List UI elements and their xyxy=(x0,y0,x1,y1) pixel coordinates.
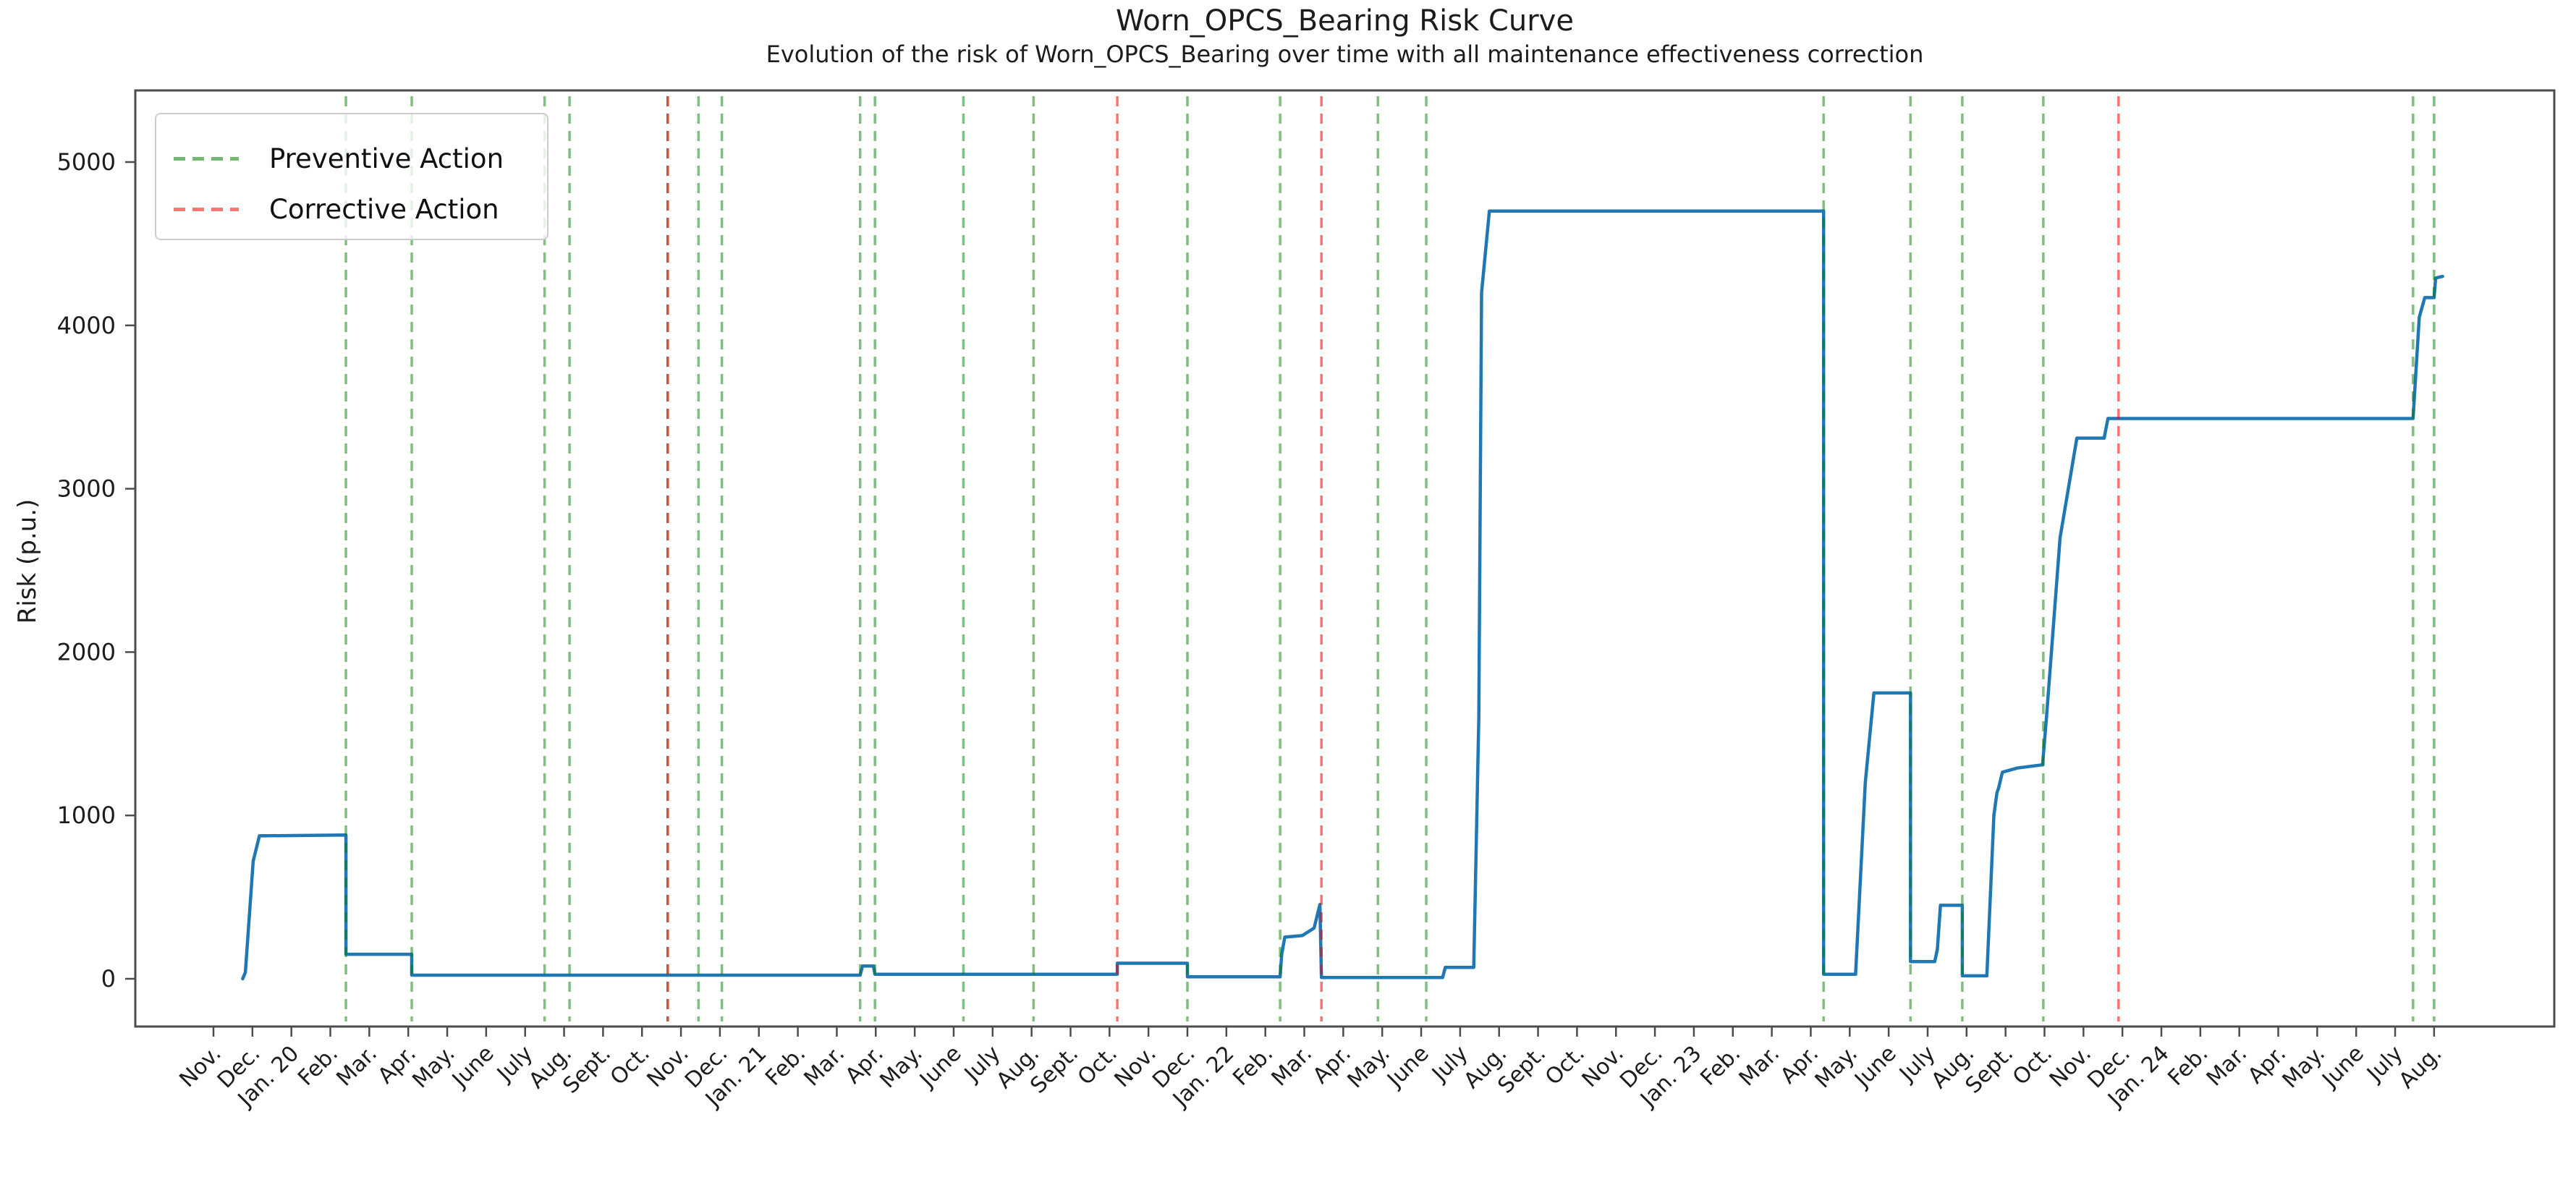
x-tick-label: June xyxy=(1849,1041,1901,1093)
y-tick-label: 2000 xyxy=(57,638,116,666)
y-tick-label: 0 xyxy=(101,965,116,993)
x-tick-label: Mar. xyxy=(1734,1041,1785,1092)
x-tick-label: Oct. xyxy=(2008,1041,2057,1090)
x-tick-label: May. xyxy=(1343,1041,1395,1093)
y-tick-label: 5000 xyxy=(57,148,116,176)
legend-entry-preventive: Preventive Action xyxy=(174,133,547,184)
x-tick-label: May. xyxy=(2278,1041,2330,1093)
x-tick-label: Feb. xyxy=(1695,1041,1745,1091)
x-tick-label: May. xyxy=(875,1041,927,1093)
x-tick-label: Feb. xyxy=(2163,1041,2213,1091)
x-tick-label: June xyxy=(2316,1041,2368,1093)
x-tick-label: Feb. xyxy=(760,1041,810,1091)
corrective-dash-icon xyxy=(174,207,239,211)
x-tick-label: Mar. xyxy=(2202,1041,2253,1092)
x-tick-label: Aug. xyxy=(2394,1041,2447,1094)
preventive-dash-icon xyxy=(174,156,239,161)
legend-entry-corrective: Corrective Action xyxy=(174,184,547,234)
y-tick-label: 4000 xyxy=(57,312,116,339)
x-tick-label: Oct. xyxy=(1073,1041,1122,1090)
x-tick-label: Nov. xyxy=(2045,1041,2096,1092)
x-tick-label: Feb. xyxy=(293,1041,343,1091)
x-tick-label: May. xyxy=(407,1041,459,1093)
y-tick-label: 3000 xyxy=(57,475,116,503)
x-tick-label: June xyxy=(446,1041,499,1093)
legend-label-corrective: Corrective Action xyxy=(269,193,499,225)
axes-spines xyxy=(134,89,2556,1028)
chart-subtitle: Evolution of the risk of Worn_OPCS_Beari… xyxy=(766,41,1924,68)
legend-label-preventive: Preventive Action xyxy=(269,143,504,174)
x-tick-label: Mar. xyxy=(1267,1041,1318,1092)
risk-curve-line xyxy=(241,209,2444,981)
x-tick-label: Nov. xyxy=(174,1041,226,1092)
chart-title: Worn_OPCS_Bearing Risk Curve xyxy=(1116,4,1574,38)
x-tick-label: Nov. xyxy=(642,1041,693,1092)
legend-box: Preventive Action Corrective Action xyxy=(155,113,548,240)
x-tick-label: May. xyxy=(1810,1041,1863,1093)
x-tick-label: Nov. xyxy=(1577,1041,1629,1092)
x-tick-label: Nov. xyxy=(1110,1041,1161,1092)
x-tick-label: Oct. xyxy=(606,1041,655,1090)
y-axis-label: Risk (p.u.) xyxy=(13,498,42,624)
x-tick-label: June xyxy=(1381,1041,1433,1093)
x-tick-label: Oct. xyxy=(1541,1041,1590,1090)
y-tick-label: 1000 xyxy=(57,802,116,829)
x-tick-label: June xyxy=(914,1041,966,1093)
x-tick-label: Mar. xyxy=(331,1041,382,1092)
x-tick-label: Feb. xyxy=(1228,1041,1278,1091)
x-tick-label: Mar. xyxy=(800,1041,850,1092)
